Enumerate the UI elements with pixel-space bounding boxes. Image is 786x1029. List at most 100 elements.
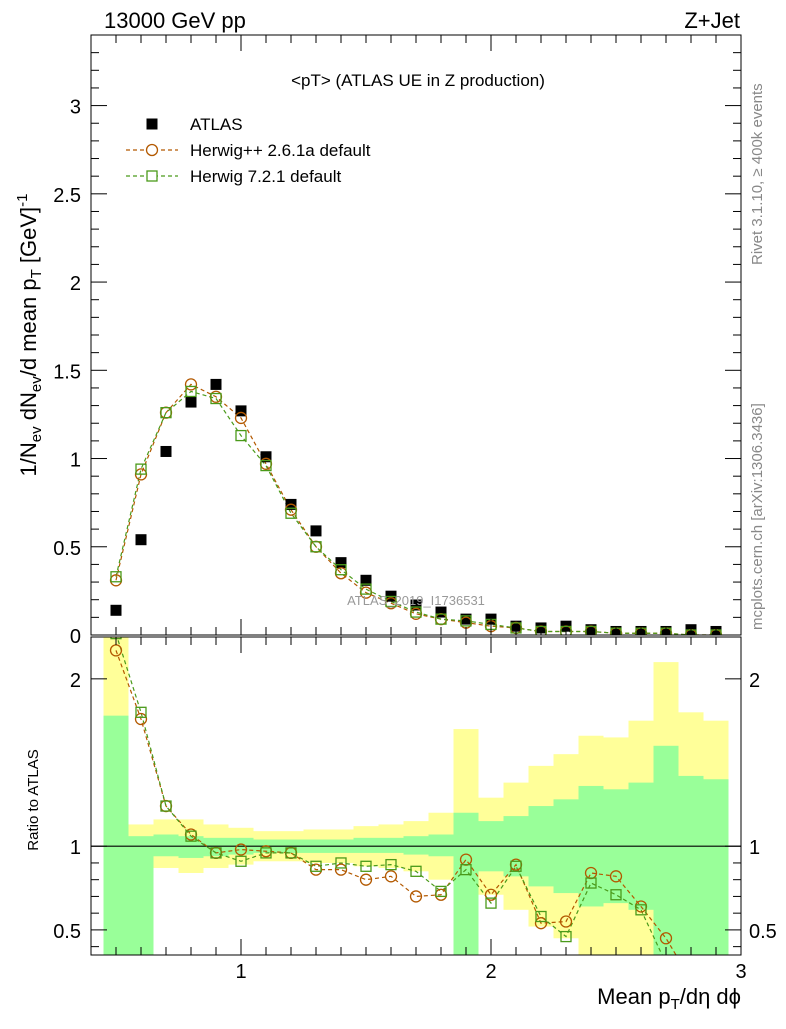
band-inner	[128, 836, 154, 955]
ratio-panel: 0.5 0.5 1 1 2 2 1 2 3 Ratio to ATLAS Mean pT/dη …	[25, 636, 777, 1013]
ratio-herwig-7-point	[310, 860, 322, 872]
herwig-7-line	[115, 390, 716, 635]
atlas-point	[460, 613, 472, 625]
ratio-herwig-pp-point	[334, 863, 348, 876]
ratio-herwig-7-point	[560, 930, 572, 943]
y-tick-label: 0	[70, 626, 81, 648]
band-inner	[453, 812, 479, 955]
header-left: 13000 GeV pp	[104, 8, 246, 33]
ratio-herwig-7-point	[235, 855, 247, 867]
ratio-herwig-7-point	[661, 958, 671, 968]
atlas-point	[510, 620, 522, 632]
atlas-point	[235, 405, 247, 417]
atlas-point	[185, 396, 197, 408]
ratio-herwig-pp-point	[409, 890, 423, 903]
herwig-7-point	[160, 406, 172, 419]
y-tick-label: 2.5	[53, 185, 81, 207]
band-inner	[428, 834, 454, 857]
herwig-7-point	[110, 571, 122, 583]
herwig-pp-point	[234, 411, 248, 425]
x-tick-label: 3	[735, 961, 746, 983]
legend-atlas-marker	[146, 118, 158, 130]
ratio-herwig-7-point	[185, 830, 197, 842]
atlas-point	[260, 451, 272, 463]
ratio-herwig-pp-point	[609, 870, 623, 883]
band-inner	[103, 715, 129, 955]
herwig-7-point	[285, 507, 297, 519]
legend-entry: Herwig 7.2.1 default	[190, 167, 341, 186]
ratio-herwig-pp-point	[659, 932, 673, 945]
y-axis-label: 1/Nev dNev/d mean pT [GeV]-1	[14, 194, 45, 477]
ratio-herwig-7-point	[635, 904, 647, 916]
ratio-herwig-7-point	[510, 860, 522, 872]
ratio-herwig-7-point	[385, 858, 397, 871]
ratio-herwig-7-point	[335, 857, 347, 869]
ratio-herwig-7-point	[535, 910, 547, 923]
herwig-7-point	[210, 392, 222, 405]
header-right: Z+Jet	[684, 8, 740, 33]
herwig-pp-point	[184, 378, 198, 391]
atlas-point	[160, 445, 172, 457]
x-axis-label: Mean pT/dη dϕ	[597, 984, 741, 1013]
y-tick-label: 2	[70, 273, 81, 295]
ratio-y-label: Ratio to ATLAS	[25, 749, 42, 850]
herwig-7-point	[435, 613, 447, 625]
atlas-point	[110, 604, 122, 616]
ratio-y-tick-label-right: 2	[749, 670, 760, 692]
ratio-herwig-pp-point	[534, 917, 548, 930]
band-inner	[403, 836, 429, 855]
band-inner	[678, 775, 704, 955]
ratio-herwig-pp-point	[234, 843, 248, 856]
x-tick-label: 1	[235, 961, 246, 983]
herwig-7-point	[560, 625, 572, 635]
herwig-7-point	[410, 606, 422, 618]
ratio-herwig-7-point	[485, 897, 497, 909]
herwig-7-point	[585, 625, 597, 635]
ratio-herwig-pp-point	[384, 870, 398, 883]
band-inner	[353, 837, 379, 853]
herwig-7-point	[385, 595, 397, 608]
herwig-pp-line	[115, 383, 716, 635]
watermark: ATLAS_2019_I1736531	[347, 593, 485, 608]
ratio-herwig-7-point	[160, 800, 172, 812]
ratio-y-tick-label-right: 1	[749, 837, 760, 859]
ratio-herwig-7-point	[135, 706, 147, 718]
legend-square-marker	[146, 170, 158, 182]
ratio-y-tick-label: 2	[70, 670, 81, 692]
herwig-7-point	[335, 564, 347, 576]
ratio-herwig-7-point	[360, 860, 372, 872]
ratio-herwig-7-point	[410, 865, 422, 877]
band-inner	[378, 837, 404, 853]
main-frame	[90, 34, 742, 636]
herwig-7-point	[135, 463, 147, 475]
band-inner	[703, 779, 729, 955]
herwig-7-point	[185, 385, 197, 398]
band-inner	[178, 836, 204, 858]
herwig-7-point	[535, 625, 547, 635]
herwig-7-point	[260, 459, 272, 472]
x-tick-label: 2	[485, 961, 496, 983]
ratio-herwig-pp-point	[134, 712, 148, 726]
legend: ATLAS Herwig++ 2.6.1a default Herwig 7.2.1…	[126, 115, 371, 186]
legend-circle-marker	[145, 143, 159, 157]
herwig-7-point	[360, 583, 372, 595]
ratio-herwig-7-point	[260, 847, 272, 859]
y-tick-label: 0.5	[53, 538, 81, 560]
atlas-point	[210, 378, 222, 390]
ratio-y-tick-label: 1	[70, 837, 81, 859]
herwig-7-point	[310, 541, 322, 553]
herwig-7-point	[460, 615, 472, 627]
y-tick-label: 1	[70, 450, 81, 472]
y-tick-label: 3	[70, 97, 81, 119]
atlas-point	[335, 557, 347, 569]
legend-entry: Herwig++ 2.6.1a default	[190, 141, 371, 160]
ratio-herwig-pp-point	[359, 873, 373, 886]
ratio-herwig-7-point	[210, 847, 222, 859]
rivet-label: Rivet 3.1.10, ≥ 400k events	[749, 83, 766, 265]
band-inner	[653, 745, 679, 955]
ratio-herwig-7-point	[610, 889, 622, 901]
ratio-y-tick-label-right: 0.5	[749, 921, 777, 943]
ratio-herwig-7-point	[435, 885, 447, 898]
